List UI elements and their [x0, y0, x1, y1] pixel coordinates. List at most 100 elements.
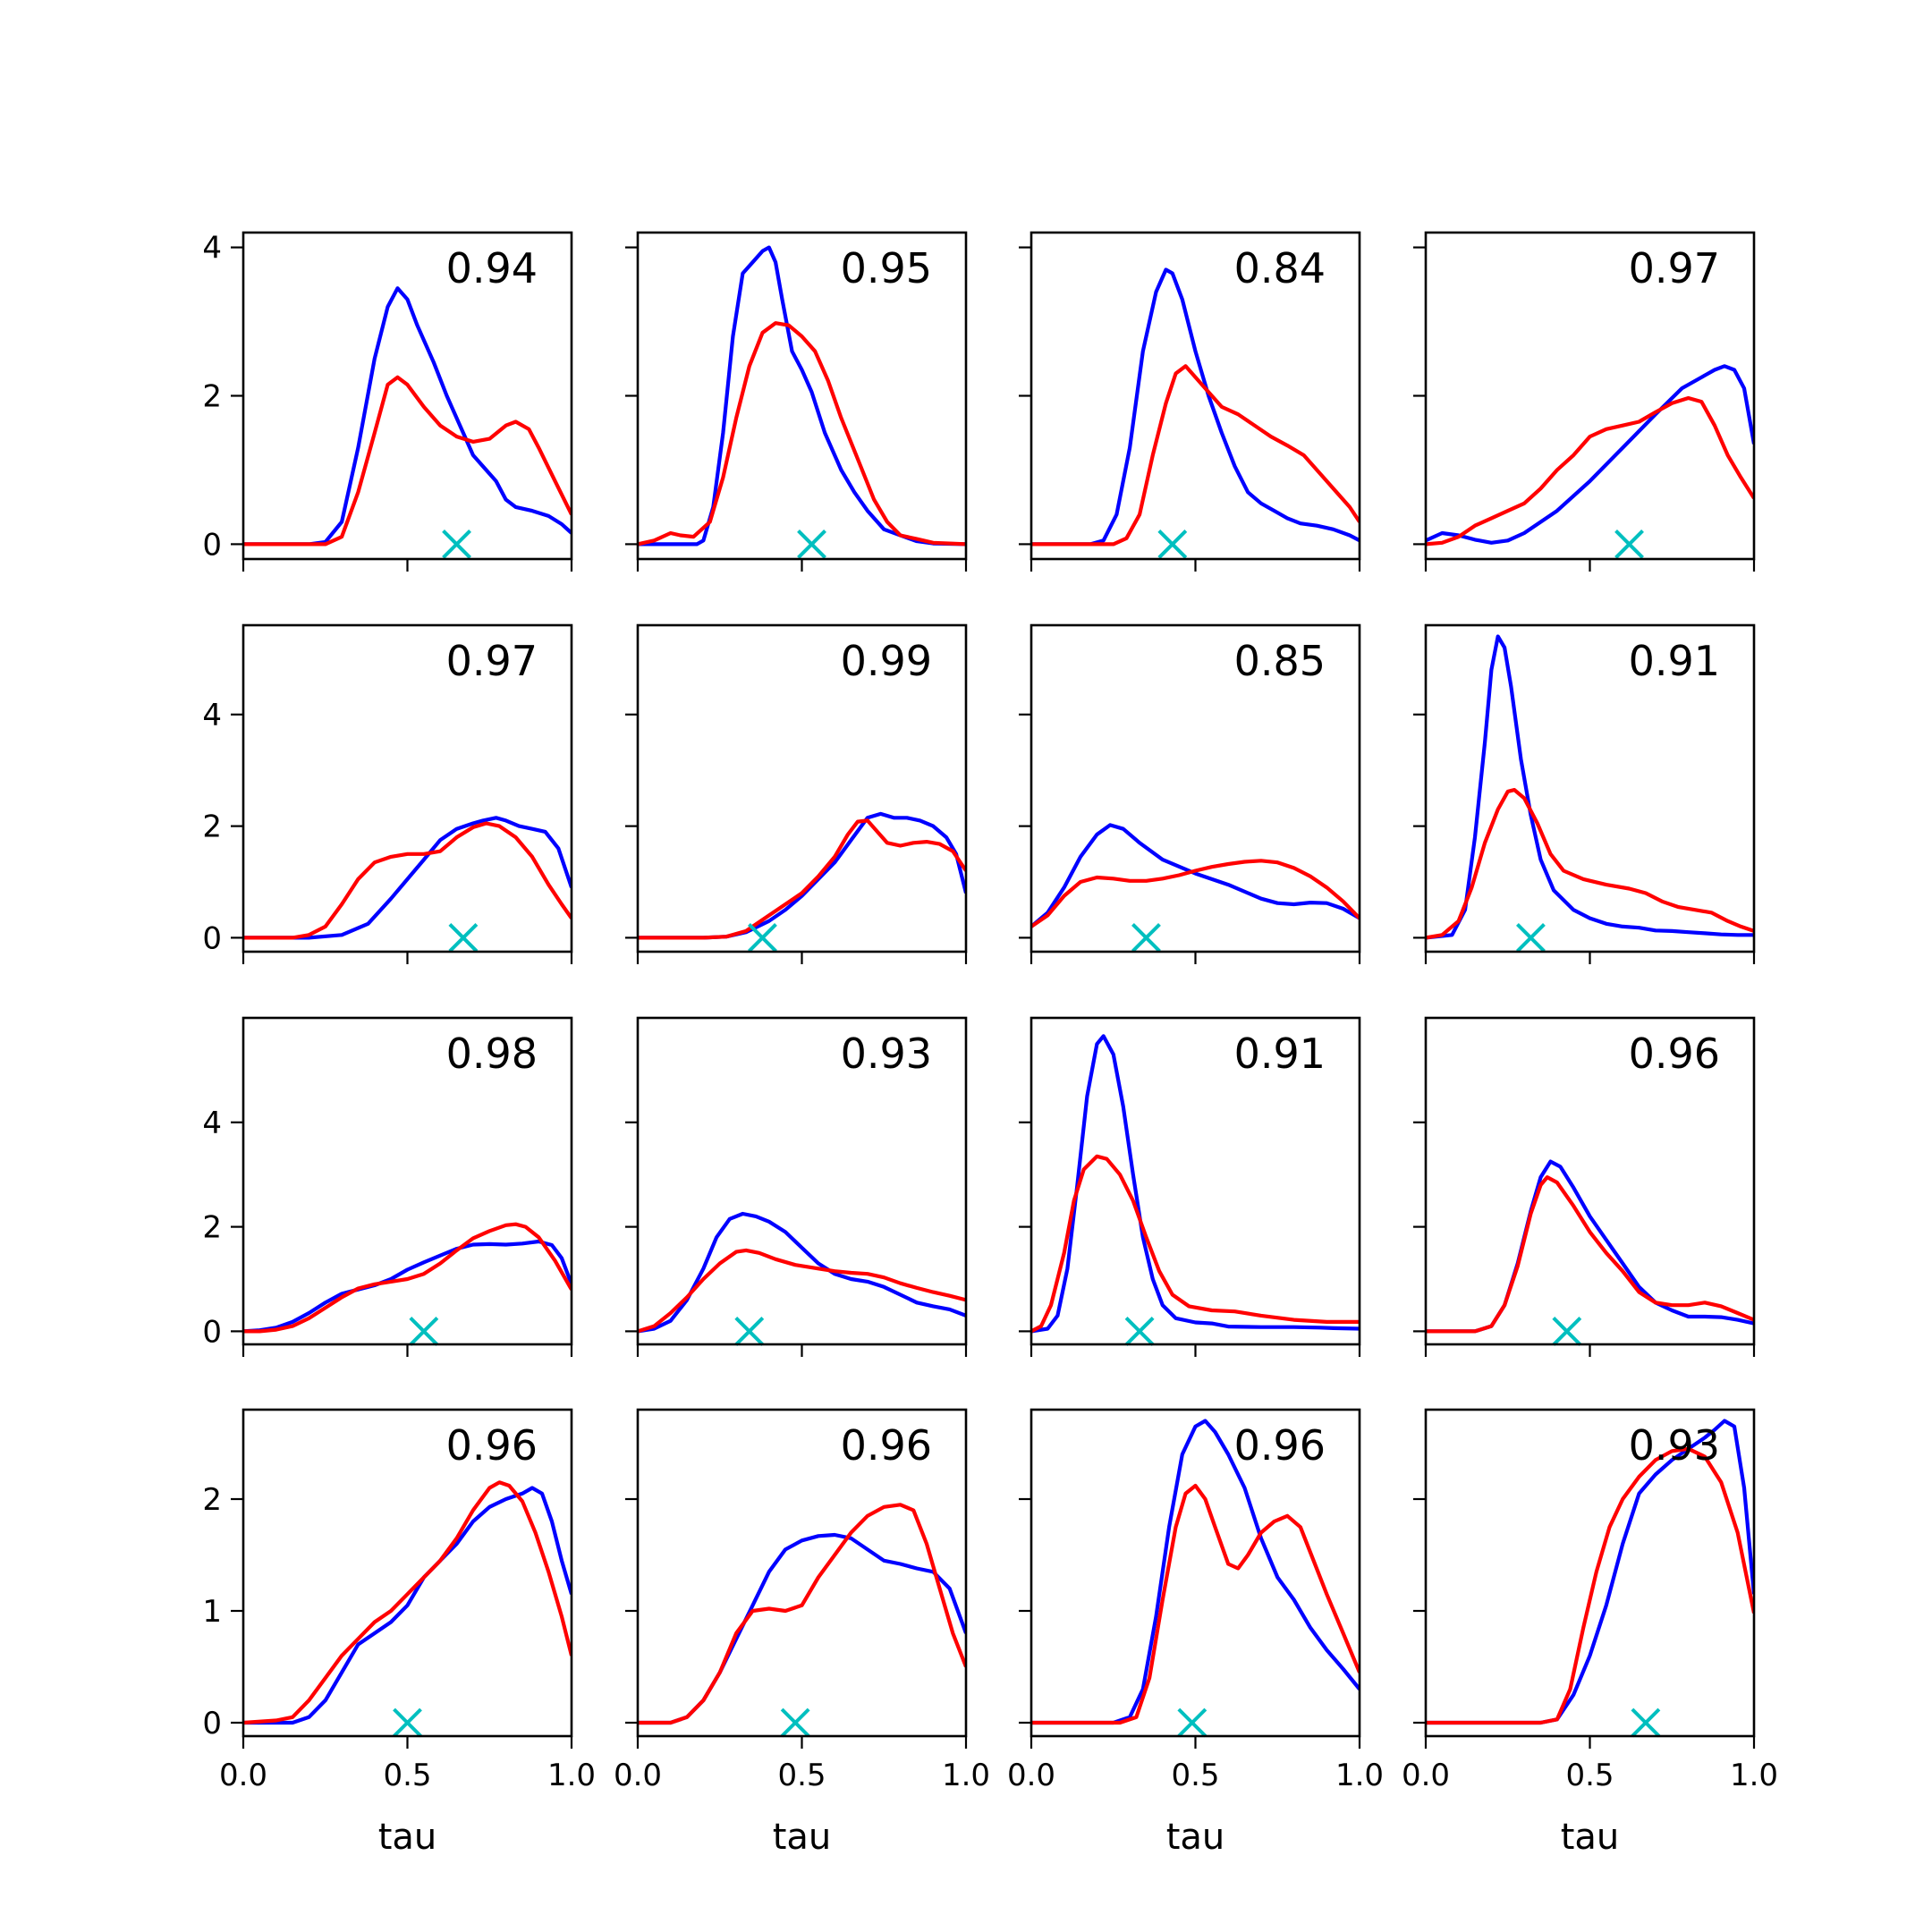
plot-area	[1426, 364, 1754, 547]
x-marker	[797, 529, 826, 559]
y-tick-label: 2	[202, 809, 222, 845]
panel-10: 0.93	[625, 1016, 968, 1357]
plot-area	[243, 816, 572, 940]
panel-annotation: 0.93	[841, 1030, 932, 1078]
plot-area	[1031, 1419, 1360, 1725]
x-marker	[1124, 1316, 1155, 1346]
panel-annotation: 0.94	[446, 244, 538, 292]
x-marker	[1614, 529, 1644, 559]
plot-area	[1426, 1159, 1754, 1334]
y-tick-label: 0	[202, 1314, 222, 1350]
series-blue-line	[638, 811, 966, 940]
plot-area	[638, 1503, 966, 1725]
series-blue-line	[638, 1532, 966, 1725]
series-red-line	[1426, 1175, 1754, 1334]
x-marker	[1157, 529, 1188, 559]
x-tick-label: 1.0	[1730, 1758, 1778, 1793]
x-tick-label: 0.0	[614, 1758, 662, 1793]
x-axis-label: tau	[1561, 1817, 1620, 1858]
y-tick-label: 0	[202, 920, 222, 956]
series-red-line	[638, 1248, 966, 1334]
series-red-line	[1426, 395, 1754, 547]
panel-16: 0.0 0.5 1.0 0.93 tau	[1402, 1408, 1778, 1858]
panel-2: 0.95	[625, 231, 968, 572]
x-marker	[442, 529, 471, 559]
panel-5: 0 2 4 0.97	[202, 623, 573, 964]
plot-area	[638, 811, 966, 940]
panel-1: 0 2 4 0.94	[202, 231, 573, 572]
x-marker	[1631, 1707, 1661, 1738]
x-marker	[1552, 1316, 1582, 1346]
x-tick-label: 1.0	[547, 1758, 596, 1793]
x-tick-label: 0.5	[383, 1758, 431, 1793]
x-axis-label: tau	[378, 1817, 437, 1858]
plot-area	[1426, 634, 1754, 940]
series-blue-line	[1031, 1419, 1360, 1725]
x-marker	[1131, 922, 1161, 953]
x-marker	[393, 1707, 422, 1738]
panel-annotation: 0.93	[1629, 1421, 1720, 1470]
x-marker	[409, 1316, 439, 1346]
plot-area	[1031, 823, 1360, 928]
series-blue-line	[1031, 267, 1360, 547]
x-marker	[748, 922, 777, 953]
x-marker	[1516, 922, 1546, 953]
series-blue-line	[243, 1239, 572, 1334]
series-blue-line	[1031, 823, 1360, 928]
panel-annotation: 0.91	[1629, 637, 1720, 685]
series-red-line	[638, 1503, 966, 1725]
panel-7: 0.85	[1019, 623, 1361, 964]
series-red-line	[1031, 859, 1360, 928]
panel-annotation: 0.96	[1629, 1030, 1720, 1078]
series-red-line	[243, 375, 572, 547]
panel-8: 0.91	[1413, 623, 1756, 964]
series-red-line	[1031, 1483, 1360, 1725]
series-red-line	[243, 1480, 572, 1725]
panel-annotation: 0.95	[841, 244, 932, 292]
x-tick-label: 1.0	[1335, 1758, 1384, 1793]
series-red-line	[1426, 788, 1754, 940]
plot-area	[243, 1480, 572, 1725]
x-marker	[734, 1316, 765, 1346]
y-tick-label: 0	[202, 527, 222, 563]
x-tick-label: 0.5	[1171, 1758, 1219, 1793]
x-axis-label: tau	[773, 1817, 832, 1858]
plot-area	[638, 1211, 966, 1334]
panel-13: 0.0 0.5 1.0 0 1 2 0.96 tau	[202, 1408, 596, 1858]
panel-3: 0.84	[1019, 231, 1361, 572]
plot-area	[1031, 267, 1360, 547]
y-tick-label: 2	[202, 1482, 222, 1518]
panel-annotation: 0.96	[1234, 1421, 1326, 1470]
x-tick-label: 0.0	[1007, 1758, 1055, 1793]
series-blue-line	[1426, 1419, 1754, 1725]
panel-annotation: 0.96	[446, 1421, 538, 1470]
y-tick-label: 2	[202, 1210, 222, 1246]
x-tick-label: 0.0	[219, 1758, 267, 1793]
panel-annotation: 0.98	[446, 1030, 538, 1078]
x-tick-label: 0.5	[777, 1758, 826, 1793]
series-red-line	[638, 818, 966, 940]
y-tick-label: 1	[202, 1594, 222, 1630]
series-blue-line	[243, 816, 572, 940]
panel-annotation: 0.97	[1629, 244, 1720, 292]
x-marker	[780, 1707, 810, 1738]
panel-annotation: 0.84	[1234, 244, 1326, 292]
plot-area	[1426, 1419, 1754, 1725]
x-marker	[1177, 1707, 1208, 1738]
plot-area	[1031, 1034, 1360, 1334]
x-tick-label: 0.5	[1565, 1758, 1614, 1793]
y-tick-label: 0	[202, 1706, 222, 1741]
series-red-line	[243, 1222, 572, 1334]
panel-annotation: 0.96	[841, 1421, 932, 1470]
series-red-line	[638, 321, 966, 547]
panel-annotation: 0.97	[446, 637, 538, 685]
series-blue-line	[243, 1486, 572, 1725]
panel-annotation: 0.91	[1234, 1030, 1326, 1078]
series-red-line	[243, 821, 572, 940]
panel-15: 0.0 0.5 1.0 0.96 tau	[1007, 1408, 1384, 1858]
plot-area	[243, 286, 572, 547]
y-tick-label: 2	[202, 379, 222, 415]
x-tick-label: 1.0	[942, 1758, 990, 1793]
panel-14: 0.0 0.5 1.0 0.96 tau	[614, 1408, 990, 1858]
